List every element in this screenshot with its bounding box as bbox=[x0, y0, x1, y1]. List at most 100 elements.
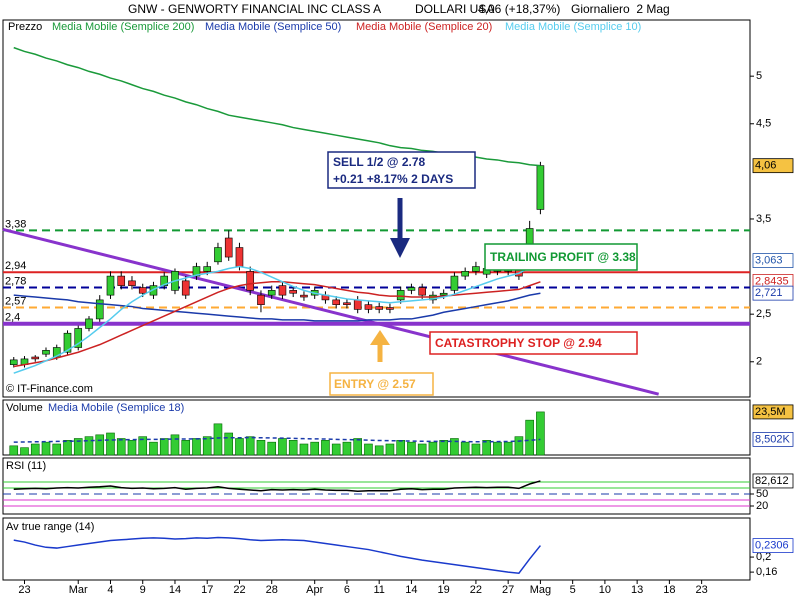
volume-bar bbox=[493, 441, 502, 456]
level-label: 2,78 bbox=[5, 275, 26, 287]
x-tick-label: 11 bbox=[373, 584, 384, 596]
candle-body bbox=[214, 247, 222, 263]
volume-bar bbox=[159, 438, 169, 456]
volume-bar bbox=[310, 441, 319, 456]
x-tick-label: 17 bbox=[201, 584, 213, 596]
legend-entry: Media Mobile (Semplice 50) bbox=[205, 21, 341, 33]
candle-body bbox=[181, 280, 190, 296]
series-line bbox=[13, 480, 541, 492]
volume-bar bbox=[417, 443, 427, 456]
volume-bar bbox=[536, 411, 545, 456]
volume-bar bbox=[41, 441, 51, 456]
candle-body bbox=[52, 347, 61, 358]
x-tick-label: 19 bbox=[438, 584, 450, 596]
y-tick-label: 2,5 bbox=[756, 308, 771, 320]
volume-bar bbox=[256, 440, 266, 456]
y-tick-label: 5 bbox=[756, 70, 762, 82]
volume-bar bbox=[170, 434, 180, 456]
volume-bar bbox=[192, 438, 201, 456]
x-tick-label: 9 bbox=[140, 584, 146, 596]
volume-bar bbox=[439, 440, 448, 456]
value-tag bbox=[752, 285, 794, 301]
candle-body bbox=[246, 271, 255, 291]
candle-body bbox=[138, 287, 147, 294]
candle-body bbox=[85, 318, 93, 329]
candle-body bbox=[42, 350, 50, 355]
x-tick-label: Mar bbox=[69, 584, 88, 596]
x-tick-label: 5 bbox=[570, 584, 576, 596]
y-tick-label: 2 bbox=[756, 356, 762, 368]
candle-body bbox=[300, 294, 308, 298]
x-tick-label: 6 bbox=[344, 584, 350, 596]
volume-bar bbox=[106, 432, 115, 456]
last-price: 4,06 (+18,37%) bbox=[478, 2, 560, 16]
volume-bar bbox=[224, 432, 234, 456]
candle-body bbox=[364, 304, 373, 310]
legend-entry: Media Mobile (Semplice 18) bbox=[48, 402, 184, 414]
volume-bar bbox=[342, 441, 352, 456]
volume-bar bbox=[450, 438, 459, 456]
candle-body bbox=[74, 328, 83, 348]
volume-bar bbox=[385, 443, 395, 456]
value-tag-label: 4,06 bbox=[755, 160, 776, 172]
candle-body bbox=[106, 275, 115, 296]
x-tick-label: 14 bbox=[405, 584, 417, 596]
x-tick-label: Mag bbox=[530, 584, 551, 596]
candle-body bbox=[396, 290, 405, 301]
trailing-text: TRAILING PROFIT @ 3.38 bbox=[490, 250, 636, 264]
volume-bar bbox=[514, 436, 524, 456]
sell-arrow-head bbox=[390, 238, 410, 258]
value-tag bbox=[752, 158, 794, 174]
level-label: 2,57 bbox=[5, 295, 26, 307]
candle-body bbox=[289, 290, 298, 294]
value-tag bbox=[752, 404, 794, 420]
series-line bbox=[13, 536, 541, 575]
candle-body bbox=[343, 302, 351, 305]
value-tag-label: 0,2306 bbox=[755, 539, 789, 551]
stop-text: CATASTROPHY STOP @ 2.94 bbox=[435, 336, 602, 350]
candle-body bbox=[160, 275, 169, 286]
candle-body bbox=[353, 299, 362, 310]
panel-label: Av true range (14) bbox=[6, 521, 94, 533]
volume-bar bbox=[525, 419, 534, 456]
y-tick-label: 4,5 bbox=[756, 118, 771, 130]
value-tag bbox=[752, 253, 794, 268]
volume-bar bbox=[20, 447, 29, 456]
volume-bar bbox=[73, 438, 83, 456]
panel-frame bbox=[2, 457, 751, 515]
candle-body bbox=[407, 287, 416, 291]
value-tag-label: 3,063 bbox=[755, 254, 783, 266]
volume-bar bbox=[299, 443, 309, 456]
sell-text: +0.21 +8.17% 2 DAYS bbox=[333, 172, 453, 186]
sell-text: SELL 1/2 @ 2.78 bbox=[333, 155, 426, 169]
stop-box bbox=[429, 331, 638, 355]
trailing-box bbox=[484, 243, 638, 271]
candle-body bbox=[235, 247, 244, 267]
volume-bar bbox=[460, 441, 470, 456]
x-tick-label: 23 bbox=[696, 584, 708, 596]
candle-body bbox=[439, 292, 448, 296]
value-tag-label: 2,721 bbox=[755, 287, 783, 299]
value-tag-label: 8,502K bbox=[755, 433, 791, 445]
candle-body bbox=[257, 294, 265, 305]
candle-body bbox=[418, 287, 426, 296]
candle-body bbox=[9, 359, 18, 365]
value-tag bbox=[752, 432, 794, 447]
trendline bbox=[2, 227, 660, 396]
volume-bar bbox=[63, 440, 72, 456]
volume-bar bbox=[9, 445, 19, 456]
candle-body bbox=[461, 271, 469, 277]
period: Giornaliero 2 Mag bbox=[571, 2, 670, 16]
entry-box bbox=[329, 372, 434, 396]
volume-bar bbox=[202, 436, 212, 456]
panel-label: RSI (11) bbox=[6, 460, 46, 472]
y-tick-label: 0,2 bbox=[756, 551, 771, 563]
volume-bar bbox=[503, 441, 513, 456]
volume-bar bbox=[235, 438, 244, 456]
credit: © IT-Finance.com bbox=[6, 383, 93, 395]
annotations: SELL 1/2 @ 2.78 +0.21 +8.17% 2 DAYS TRAI… bbox=[327, 151, 638, 396]
x-tick-label: 13 bbox=[631, 584, 643, 596]
series-line bbox=[13, 292, 541, 322]
candle-body bbox=[375, 306, 383, 310]
